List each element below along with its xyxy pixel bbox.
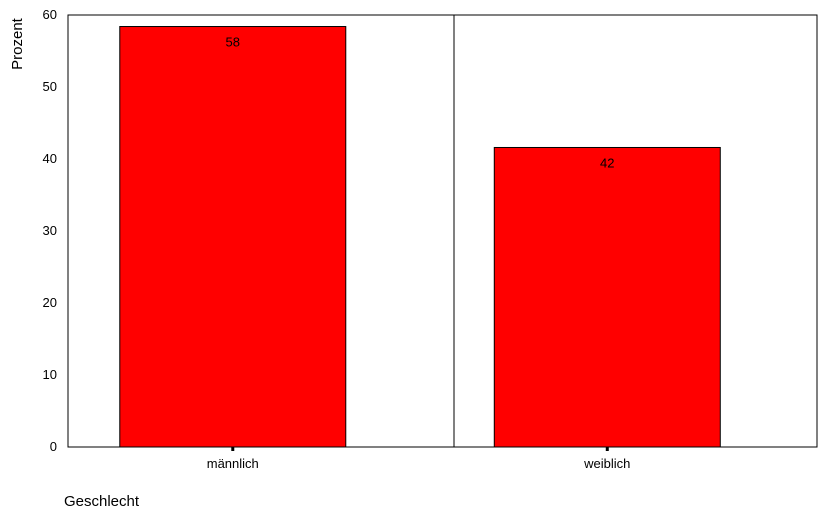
y-tick-label: 50	[43, 79, 57, 94]
bar-data-label: 58	[226, 35, 240, 50]
y-tick-label: 60	[43, 7, 57, 22]
y-tick-label: 10	[43, 367, 57, 382]
y-tick-label: 0	[50, 439, 57, 454]
x-axis-title: Geschlecht	[64, 493, 140, 510]
bar	[119, 26, 347, 448]
x-tick-label: weiblich	[583, 456, 630, 471]
bar-data-label: 42	[600, 155, 614, 170]
plot-frame	[67, 14, 818, 448]
y-tick-label: 40	[43, 151, 57, 166]
x-tick-label: männlich	[207, 456, 259, 471]
y-axis-title: Prozent	[9, 17, 26, 70]
bar	[493, 146, 721, 448]
y-tick-label: 30	[43, 223, 57, 238]
y-tick-label: 20	[43, 295, 57, 310]
